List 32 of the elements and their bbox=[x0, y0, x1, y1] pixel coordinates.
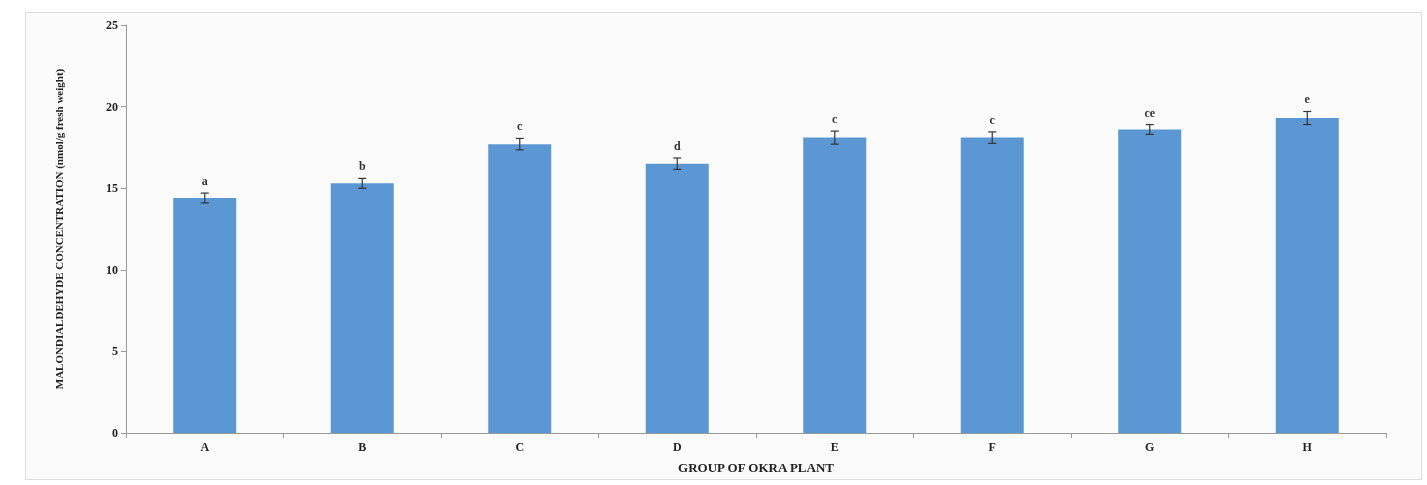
x-tick-label: A bbox=[200, 440, 210, 454]
annotation: a bbox=[201, 174, 208, 189]
bar bbox=[645, 163, 709, 433]
x-tick-label: G bbox=[1145, 440, 1155, 454]
bar bbox=[1118, 129, 1182, 433]
x-tick-label: H bbox=[1302, 440, 1313, 454]
x-axis-title: GROUP OF OKRA PLANT bbox=[678, 460, 835, 475]
y-tick-label: 5 bbox=[112, 344, 118, 359]
bar bbox=[488, 144, 552, 433]
bar bbox=[960, 137, 1024, 433]
x-tick-label: D bbox=[672, 440, 682, 454]
x-tick-label: F bbox=[988, 440, 996, 454]
bar bbox=[803, 137, 867, 433]
annotation: e bbox=[1304, 92, 1311, 107]
annotation: d bbox=[673, 139, 681, 154]
annotation: c bbox=[832, 112, 839, 127]
y-tick-label: 15 bbox=[106, 181, 118, 196]
annotation: c bbox=[989, 112, 996, 127]
bar bbox=[330, 183, 394, 433]
y-tick-label: 0 bbox=[112, 426, 118, 440]
x-tick-label: C bbox=[515, 440, 525, 454]
annotation: ce bbox=[1144, 105, 1156, 120]
bar bbox=[173, 197, 237, 433]
y-tick-label: 20 bbox=[106, 99, 118, 114]
y-tick-label: 10 bbox=[106, 262, 118, 277]
annotation: c bbox=[517, 119, 524, 134]
y-tick-label: 25 bbox=[106, 18, 118, 32]
x-tick-label: B bbox=[358, 440, 367, 454]
bar bbox=[1275, 118, 1339, 433]
y-axis-title: MALONDIALDEHYDE CONCENTRATION (nmol/g fresh weight) bbox=[52, 68, 66, 390]
x-tick-label: E bbox=[830, 440, 839, 454]
annotation: b bbox=[358, 159, 366, 174]
